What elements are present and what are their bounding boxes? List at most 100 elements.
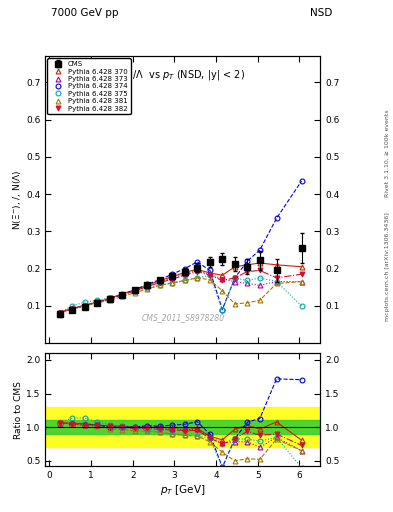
Pythia 6.428 382 [182, 272, 187, 279]
Pythia 6.428 375 [299, 303, 304, 309]
Pythia 6.428 374 [95, 299, 100, 305]
Pythia 6.428 381 [107, 297, 112, 303]
Pythia 6.428 373 [95, 299, 100, 305]
Pythia 6.428 373 [257, 282, 262, 288]
Pythia 6.428 373 [120, 291, 125, 297]
Pythia 6.428 374 [170, 271, 174, 277]
Pythia 6.428 382 [95, 299, 100, 305]
Pythia 6.428 381 [145, 286, 150, 292]
Pythia 6.428 381 [274, 281, 279, 287]
Pythia 6.428 374 [158, 276, 162, 283]
Pythia 6.428 370 [233, 264, 237, 270]
Pythia 6.428 370 [70, 305, 75, 311]
Pythia 6.428 370 [107, 295, 112, 302]
Pythia 6.428 381 [257, 297, 262, 303]
Y-axis label: N($\Xi^{-}$), /, N($\Lambda$): N($\Xi^{-}$), /, N($\Lambda$) [11, 169, 23, 230]
Pythia 6.428 374 [220, 307, 225, 313]
Pythia 6.428 373 [182, 271, 187, 277]
Pythia 6.428 382 [208, 272, 212, 279]
Pythia 6.428 375 [195, 275, 200, 281]
Pythia 6.428 374 [120, 291, 125, 297]
Pythia 6.428 381 [57, 309, 62, 315]
Pythia 6.428 370 [182, 269, 187, 275]
Pythia 6.428 381 [158, 282, 162, 288]
Pythia 6.428 382 [145, 283, 150, 289]
Pythia 6.428 370 [220, 272, 225, 279]
Pythia 6.428 381 [95, 300, 100, 306]
Pythia 6.428 370 [208, 270, 212, 276]
Pythia 6.428 381 [299, 279, 304, 285]
Pythia 6.428 370 [195, 266, 200, 272]
Pythia 6.428 374 [145, 281, 150, 287]
Line: Pythia 6.428 374: Pythia 6.428 374 [57, 179, 304, 315]
Pythia 6.428 375 [208, 272, 212, 279]
Pythia 6.428 373 [107, 296, 112, 302]
Pythia 6.428 382 [257, 267, 262, 273]
Pythia 6.428 382 [70, 306, 75, 312]
Pythia 6.428 374 [245, 258, 250, 264]
Pythia 6.428 382 [220, 278, 225, 284]
Pythia 6.428 373 [70, 306, 75, 312]
Pythia 6.428 382 [245, 268, 250, 274]
Pythia 6.428 370 [299, 264, 304, 270]
Pythia 6.428 375 [145, 285, 150, 291]
Line: Pythia 6.428 370: Pythia 6.428 370 [57, 261, 304, 315]
Pythia 6.428 382 [57, 309, 62, 315]
X-axis label: $p_T$ [GeV]: $p_T$ [GeV] [160, 482, 206, 497]
Pythia 6.428 375 [120, 291, 125, 297]
Pythia 6.428 374 [107, 296, 112, 302]
Line: Pythia 6.428 375: Pythia 6.428 375 [57, 273, 304, 315]
Text: 7000 GeV pp: 7000 GeV pp [51, 8, 119, 18]
Text: NSD: NSD [310, 8, 332, 18]
Pythia 6.428 373 [233, 279, 237, 285]
Line: Pythia 6.428 381: Pythia 6.428 381 [57, 275, 304, 314]
Pythia 6.428 375 [170, 281, 174, 287]
Pythia 6.428 374 [132, 287, 137, 293]
Pythia 6.428 375 [158, 282, 162, 288]
Pythia 6.428 373 [208, 271, 212, 277]
Pythia 6.428 370 [83, 302, 87, 308]
Pythia 6.428 374 [257, 247, 262, 253]
Pythia 6.428 382 [195, 268, 200, 274]
Pythia 6.428 381 [120, 293, 125, 300]
Pythia 6.428 375 [274, 279, 279, 285]
Pythia 6.428 374 [299, 178, 304, 184]
Pythia 6.428 375 [182, 278, 187, 284]
Pythia 6.428 381 [195, 275, 200, 281]
Pythia 6.428 382 [132, 288, 137, 294]
Pythia 6.428 375 [95, 297, 100, 303]
Pythia 6.428 375 [233, 275, 237, 281]
Pythia 6.428 381 [83, 303, 87, 309]
Pythia 6.428 370 [274, 262, 279, 268]
Pythia 6.428 370 [170, 274, 174, 280]
Text: CMS_2011_S8978280: CMS_2011_S8978280 [141, 313, 224, 322]
Pythia 6.428 373 [274, 279, 279, 285]
Pythia 6.428 373 [195, 267, 200, 273]
Pythia 6.428 370 [245, 262, 250, 268]
Pythia 6.428 382 [83, 303, 87, 309]
Pythia 6.428 374 [182, 266, 187, 272]
Pythia 6.428 370 [158, 278, 162, 284]
Text: Rivet 3.1.10, ≥ 100k events: Rivet 3.1.10, ≥ 100k events [385, 110, 389, 198]
Pythia 6.428 373 [220, 276, 225, 282]
Pythia 6.428 382 [274, 275, 279, 281]
Text: mcplots.cern.ch [arXiv:1306.3436]: mcplots.cern.ch [arXiv:1306.3436] [385, 212, 389, 321]
Pythia 6.428 370 [145, 282, 150, 288]
Pythia 6.428 381 [245, 300, 250, 306]
Pythia 6.428 370 [132, 287, 137, 293]
Legend: CMS, Pythia 6.428 370, Pythia 6.428 373, Pythia 6.428 374, Pythia 6.428 375, Pyt: CMS, Pythia 6.428 370, Pythia 6.428 373,… [47, 58, 130, 114]
Pythia 6.428 381 [182, 278, 187, 284]
Pythia 6.428 382 [299, 271, 304, 277]
Pythia 6.428 375 [57, 309, 62, 315]
Pythia 6.428 373 [299, 279, 304, 285]
Pythia 6.428 381 [233, 301, 237, 307]
Pythia 6.428 373 [145, 283, 150, 289]
Pythia 6.428 375 [83, 299, 87, 305]
Pythia 6.428 373 [245, 281, 250, 287]
Y-axis label: Ratio to CMS: Ratio to CMS [14, 380, 23, 439]
Line: Pythia 6.428 373: Pythia 6.428 373 [57, 268, 304, 315]
Pythia 6.428 381 [220, 288, 225, 294]
Text: $\Xi^{-}/\Lambda$  vs $p_T$ (NSD, |y| < 2): $\Xi^{-}/\Lambda$ vs $p_T$ (NSD, |y| < 2… [120, 68, 245, 82]
Pythia 6.428 375 [220, 307, 225, 313]
Pythia 6.428 382 [233, 275, 237, 281]
